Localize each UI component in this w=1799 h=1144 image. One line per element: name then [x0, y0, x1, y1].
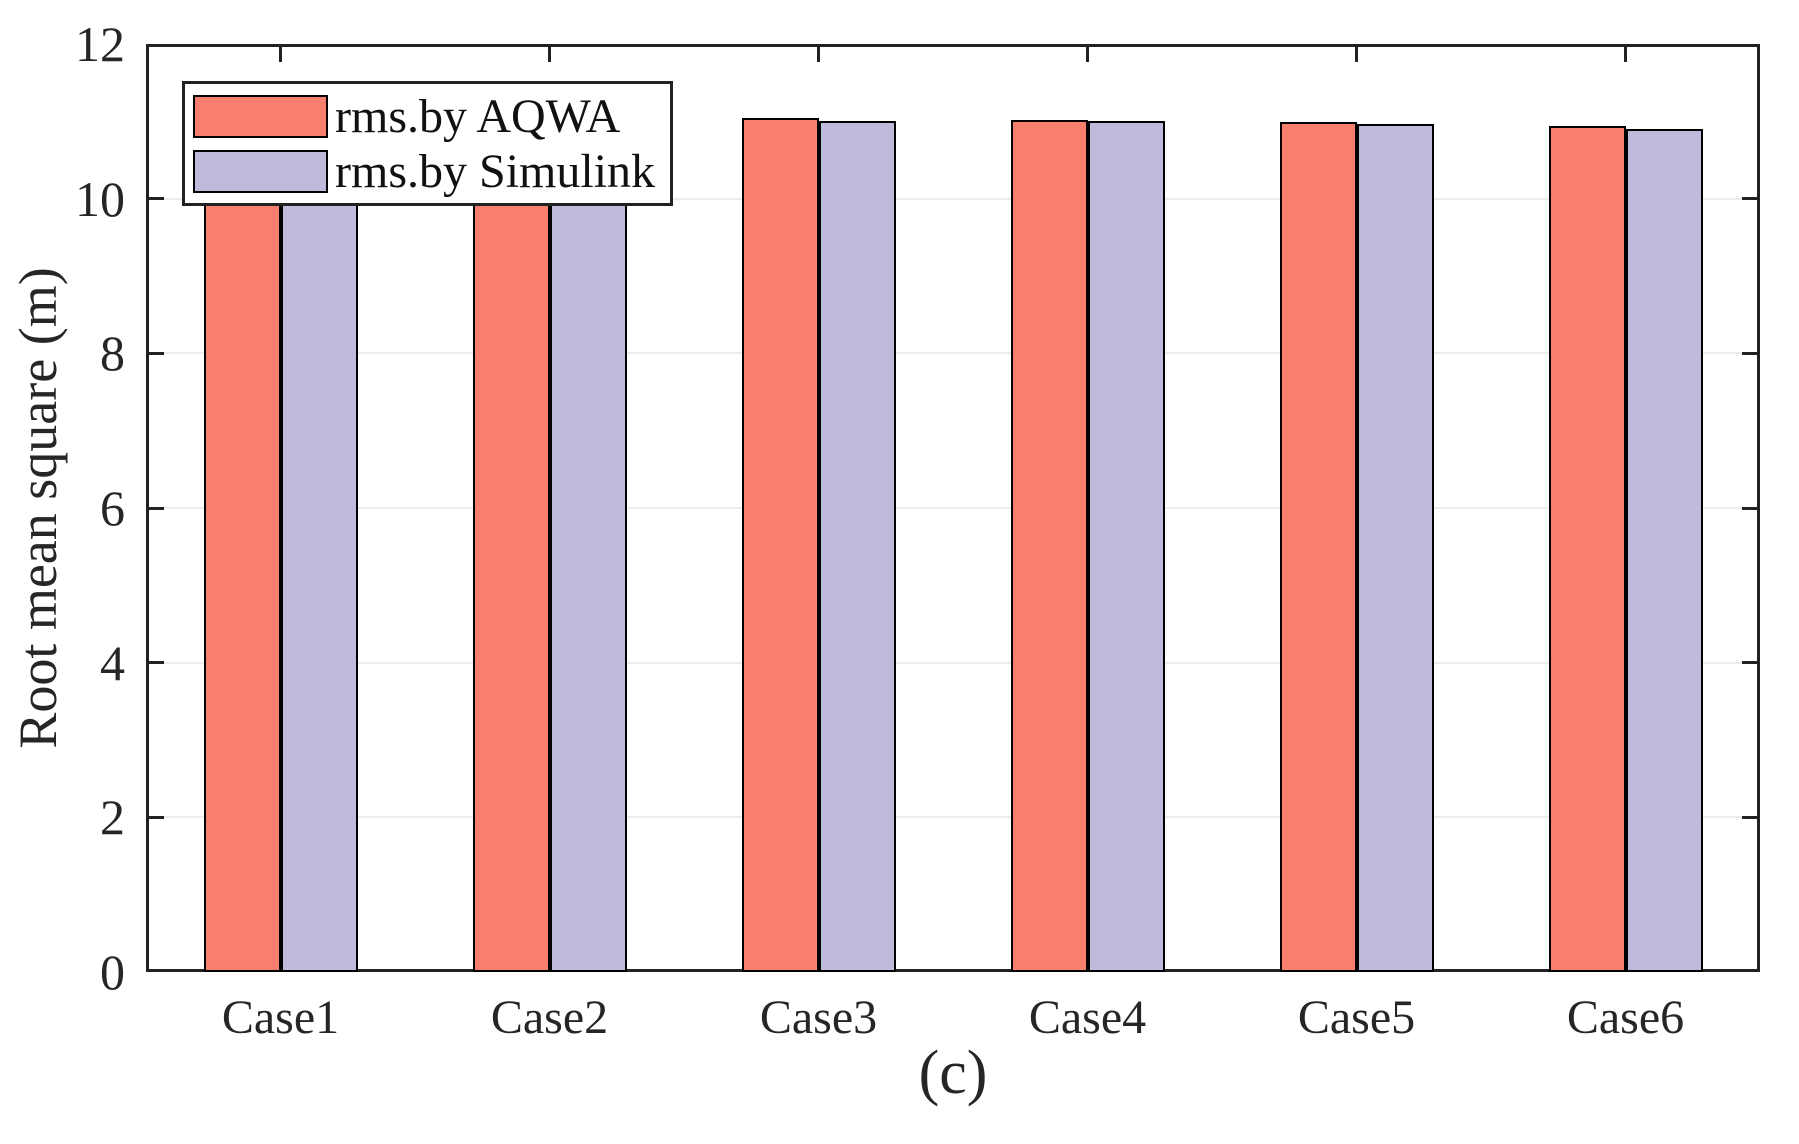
legend-swatch-simulink-icon — [193, 149, 328, 193]
legend-label: rms.by Simulink — [335, 144, 656, 198]
y-gridline — [146, 661, 1760, 664]
bar-aqwa-case1 — [203, 117, 281, 972]
x-tick-top — [817, 44, 820, 62]
bar-aqwa-case3 — [741, 118, 819, 972]
y-gridline — [146, 197, 1760, 200]
y-gridline — [146, 507, 1760, 509]
legend: rms.by AQWA rms.by Simulink — [182, 81, 673, 206]
bar-aqwa-case2 — [472, 118, 550, 972]
y-tick-label: 0 — [100, 944, 125, 1000]
bar-simulink-case6 — [1625, 129, 1703, 972]
y-tick-right — [1742, 197, 1760, 201]
bar-simulink-case3 — [818, 120, 896, 972]
x-tick-label: Case5 — [1297, 991, 1416, 1044]
bar-simulink-case2 — [549, 119, 627, 972]
x-tick-top — [548, 44, 551, 62]
bar-aqwa-case6 — [1548, 125, 1626, 972]
y-tick-left — [146, 351, 164, 355]
y-tick-label: 10 — [75, 170, 125, 227]
bar-simulink-case4 — [1087, 121, 1165, 972]
bar-simulink-case1 — [280, 119, 358, 972]
bar-aqwa-case4 — [1010, 119, 1088, 972]
y-tick-right — [1742, 506, 1760, 510]
legend-entry: rms.by AQWA — [193, 89, 670, 144]
y-tick-label: 6 — [100, 480, 125, 536]
subplot-caption: (c) — [918, 1039, 988, 1107]
y-tick-right — [1742, 815, 1760, 819]
x-tick-top — [279, 44, 282, 62]
y-tick-right — [1742, 661, 1760, 665]
x-tick-label: Case3 — [759, 991, 878, 1044]
x-tick-label: Case6 — [1566, 991, 1685, 1044]
x-tick-top — [1355, 44, 1358, 62]
legend-entry: rms.by Simulink — [193, 144, 670, 199]
y-tick-left — [146, 506, 164, 510]
bar-aqwa-case5 — [1279, 122, 1357, 972]
x-tick-label: Case2 — [490, 991, 609, 1044]
y-tick-label: 12 — [75, 16, 125, 72]
x-tick-top — [1086, 44, 1089, 62]
y-tick-right — [1742, 351, 1760, 355]
y-gridline — [146, 352, 1760, 355]
y-tick-left — [146, 815, 164, 819]
x-tick-top — [1624, 44, 1627, 62]
y-tick-label: 8 — [100, 325, 125, 382]
legend-label: rms.by AQWA — [335, 89, 621, 143]
x-tick-label: Case1 — [221, 991, 340, 1044]
plot-area: rms.by AQWA rms.by Simulink — [146, 44, 1760, 972]
y-gridline — [146, 816, 1760, 819]
bar-simulink-case5 — [1356, 124, 1434, 972]
y-tick-left — [146, 661, 164, 665]
x-tick-label: Case4 — [1028, 991, 1147, 1044]
y-tick-label: 4 — [100, 634, 125, 691]
y-tick-left — [146, 197, 164, 201]
legend-swatch-aqwa-icon — [193, 94, 328, 138]
y-tick-label: 2 — [100, 789, 125, 846]
